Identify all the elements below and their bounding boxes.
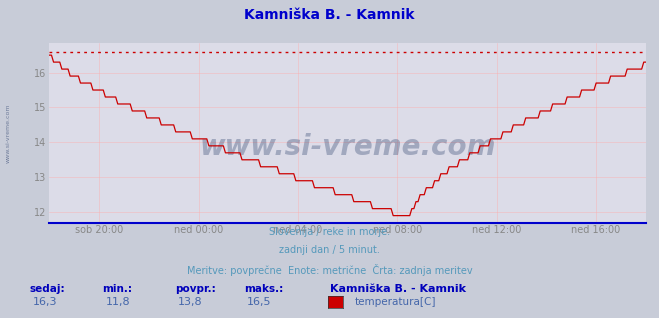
Text: 16,3: 16,3 [33, 297, 57, 307]
Text: povpr.:: povpr.: [175, 284, 215, 294]
Text: www.si-vreme.com: www.si-vreme.com [5, 104, 11, 163]
Text: 11,8: 11,8 [105, 297, 130, 307]
Text: www.si-vreme.com: www.si-vreme.com [200, 133, 496, 161]
Text: Slovenija / reke in morje.: Slovenija / reke in morje. [269, 227, 390, 237]
Text: sedaj:: sedaj: [30, 284, 65, 294]
Text: temperatura[C]: temperatura[C] [355, 297, 436, 307]
Text: Kamniška B. - Kamnik: Kamniška B. - Kamnik [244, 8, 415, 22]
Text: Meritve: povprečne  Enote: metrične  Črta: zadnja meritev: Meritve: povprečne Enote: metrične Črta:… [186, 264, 473, 276]
Text: 16,5: 16,5 [247, 297, 272, 307]
Text: 13,8: 13,8 [178, 297, 202, 307]
Text: zadnji dan / 5 minut.: zadnji dan / 5 minut. [279, 245, 380, 255]
Text: maks.:: maks.: [244, 284, 283, 294]
Text: Kamniška B. - Kamnik: Kamniška B. - Kamnik [330, 284, 465, 294]
Text: min.:: min.: [102, 284, 132, 294]
